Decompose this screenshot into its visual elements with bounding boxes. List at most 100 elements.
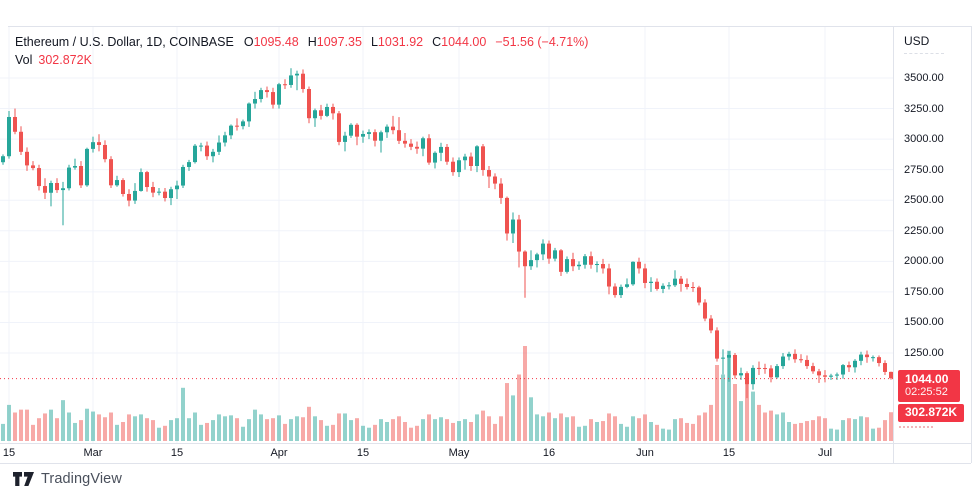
candle-body — [691, 287, 695, 288]
candle-body — [847, 365, 851, 368]
symbol-title: Ethereum / U.S. Dollar, 1D, COINBASE — [15, 35, 234, 49]
time-axis-label: Apr — [270, 447, 288, 459]
candle-body — [301, 73, 305, 89]
volume-bar — [79, 420, 83, 441]
volume-bar — [589, 419, 593, 441]
volume-bar — [673, 419, 677, 441]
candle-body — [247, 103, 251, 122]
candle-body — [835, 374, 839, 376]
volume-bar — [463, 419, 467, 441]
volume-bar — [163, 425, 167, 441]
high-label: H — [307, 35, 317, 49]
volume-bar — [613, 416, 617, 441]
candle-body — [475, 146, 479, 166]
candle-wick — [464, 153, 466, 170]
candle-wick — [404, 133, 406, 148]
candle-wick — [74, 158, 76, 170]
price-tick-label: 2250.00 — [904, 224, 944, 237]
candle-body — [115, 180, 119, 186]
volume-bar — [583, 425, 587, 441]
candle-body — [433, 152, 437, 163]
volume-bar — [505, 383, 509, 441]
volume-bar — [37, 418, 41, 441]
time-axis-label: 15 — [2, 447, 16, 459]
candle-body — [109, 159, 113, 186]
volume-bar — [127, 414, 131, 441]
candle-body — [163, 191, 167, 199]
candle-wick — [872, 355, 874, 362]
candle-body — [1, 156, 5, 163]
volume-bar — [865, 417, 869, 441]
currency-label: USD — [904, 34, 930, 48]
faded-volume-label-dashes — [899, 426, 933, 428]
volume-bar — [625, 426, 629, 441]
volume-bar — [1, 423, 5, 441]
price-tick-label: 1750.00 — [904, 285, 944, 298]
volume-bar — [709, 404, 713, 441]
volume-bar — [331, 424, 335, 441]
candle-body — [613, 286, 617, 296]
candle-body — [547, 243, 551, 259]
volume-bar — [883, 420, 887, 441]
candle-body — [367, 132, 371, 134]
candle-body — [865, 354, 869, 358]
candle-body — [223, 135, 227, 143]
candle-body — [721, 357, 725, 359]
candle-wick — [746, 371, 748, 399]
candle-body — [19, 131, 23, 152]
candle-body — [679, 278, 683, 284]
candle-body — [559, 250, 563, 272]
time-axis[interactable]: 15 Mar 15 Apr 15 May 16 Jun 15 Jul — [0, 443, 971, 463]
candle-body — [205, 145, 209, 157]
volume-bar — [667, 429, 671, 441]
faded-price-label-dashes — [904, 53, 944, 54]
candle-body — [259, 90, 263, 100]
candle-body — [13, 116, 17, 132]
candle-body — [133, 190, 137, 201]
volume-bar — [811, 420, 815, 441]
volume-bar — [475, 414, 479, 441]
candle-body — [799, 359, 803, 361]
open-value: 1095.48 — [253, 35, 299, 49]
time-axis-label: Jun — [636, 447, 654, 459]
candle-body — [61, 188, 65, 191]
volume-bar — [13, 412, 17, 441]
volume-bar — [529, 397, 533, 441]
volume-bar — [67, 412, 71, 441]
volume-bar — [31, 424, 35, 441]
candle-body — [277, 84, 281, 105]
candle-wick — [650, 277, 652, 292]
price-axis[interactable]: USD 3500.00 3250.00 3000.00 2750.00 2500.00 2… — [894, 26, 971, 463]
tradingview-attribution-link[interactable]: TradingView — [13, 471, 122, 487]
candle-body — [709, 318, 713, 331]
volume-bar — [535, 414, 539, 441]
volume-bar — [607, 413, 611, 441]
candle-body — [571, 259, 575, 267]
candle-body — [787, 353, 791, 357]
candle-body — [637, 261, 641, 269]
candle-body — [349, 124, 353, 136]
ohlc-close: C 1044.00 — [432, 35, 486, 50]
volume-bar — [601, 421, 605, 441]
candle-body — [427, 138, 431, 163]
candle-body — [373, 132, 377, 141]
volume-bar — [19, 409, 23, 441]
candle-wick — [158, 188, 160, 196]
candle-body — [211, 151, 215, 157]
volume-bar — [253, 409, 257, 441]
volume-bar — [433, 419, 437, 441]
candle-body — [463, 156, 467, 161]
volume-bar — [685, 422, 689, 441]
candle-body — [577, 264, 581, 267]
candle-body — [355, 124, 359, 137]
volume-bar — [367, 427, 371, 441]
volume-bar — [565, 417, 569, 441]
candle-body — [793, 353, 797, 360]
volume-bar — [103, 417, 107, 441]
volume-bar — [499, 416, 503, 441]
candle-body — [313, 110, 317, 119]
volume-bar — [571, 416, 575, 441]
candle-body — [325, 106, 329, 116]
candle-body — [841, 365, 845, 375]
